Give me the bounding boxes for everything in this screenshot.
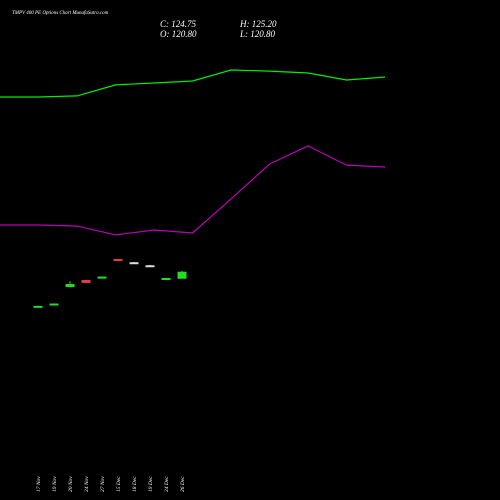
x-tick-label: 17 Nov	[36, 476, 42, 492]
x-tick-label: 24 Dec	[163, 476, 170, 492]
candle-body	[161, 278, 171, 281]
candle-body	[49, 303, 59, 306]
x-tick-label: 19 Nov	[52, 476, 58, 492]
x-tick-label: 27 Nov	[100, 476, 106, 492]
chart-title: TMPV 400 PE Options Chart MunafaSutra.co…	[12, 11, 109, 16]
candle-body	[177, 271, 187, 279]
candle-body	[97, 276, 107, 279]
open-label: O: 120.80	[160, 29, 197, 39]
low-label: L: 120.80	[239, 29, 276, 39]
x-tick-label: 19 Dec	[148, 476, 154, 492]
candle-body	[145, 265, 155, 268]
line-series	[0, 69, 386, 98]
x-tick-label: 20 Nov	[68, 476, 74, 492]
line-series	[0, 145, 386, 236]
candle-body	[65, 284, 75, 288]
x-tick-label: 18 Dec	[132, 476, 138, 492]
candle-body	[129, 262, 139, 265]
x-tick-label: 24 Nov	[83, 476, 90, 492]
candle-body	[113, 259, 123, 262]
candle-body	[33, 305, 43, 308]
candle-body	[81, 279, 91, 283]
x-tick-label: 15 Dec	[116, 476, 122, 492]
x-tick-label: 26 Dec	[180, 476, 186, 492]
high-label: H: 125.20	[239, 19, 277, 29]
close-label: C: 124.75	[160, 19, 197, 29]
